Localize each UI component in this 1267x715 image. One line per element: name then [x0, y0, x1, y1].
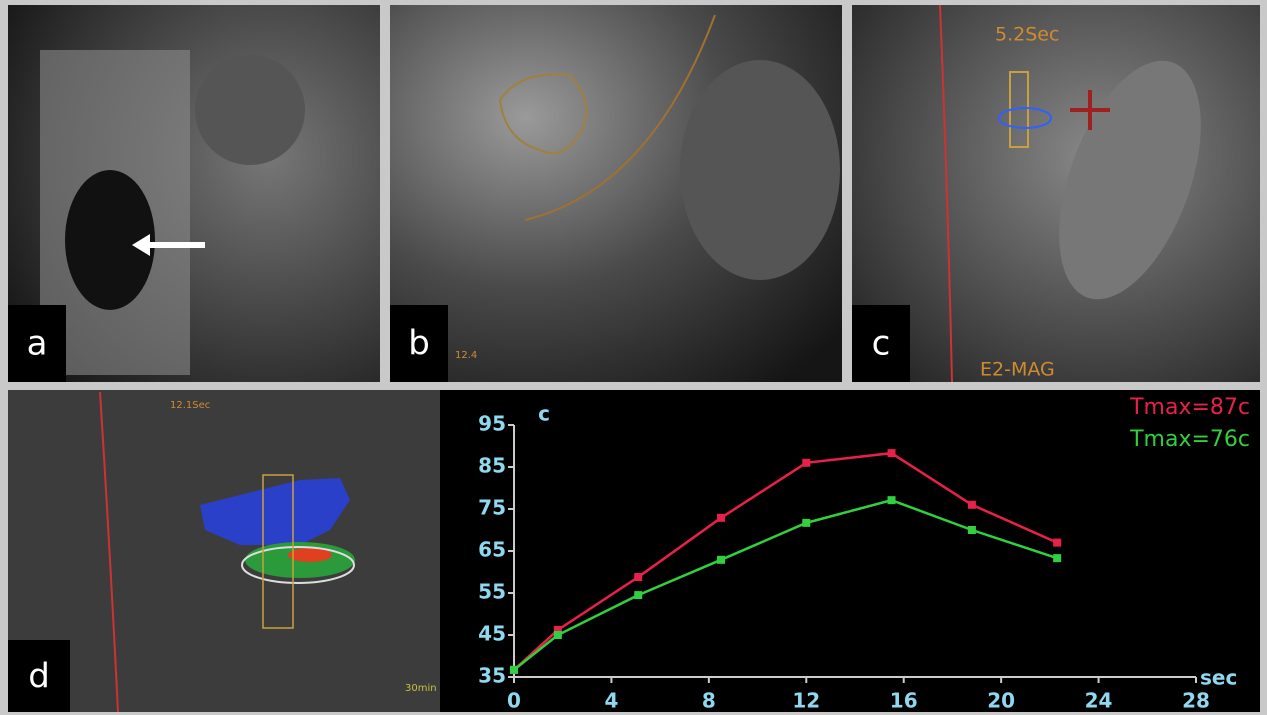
y-axis-label: c: [538, 402, 550, 426]
image-region: [680, 60, 840, 280]
panel-a: a: [8, 5, 380, 382]
panel-d: 12.1Sec 30min d: [8, 390, 1260, 712]
overlay-text: 12.4: [455, 350, 477, 361]
panel-c: 5.2Sec E2-MAG c: [852, 5, 1260, 382]
y-tick-label: 55: [478, 580, 506, 604]
overlay-text: E2-MAG: [980, 359, 1055, 381]
data-point: [802, 459, 810, 467]
data-point: [717, 514, 725, 522]
y-tick-label: 45: [478, 622, 506, 646]
data-point: [968, 526, 976, 534]
x-tick-label: 8: [702, 689, 716, 713]
legend-entry: Tmax=76c: [1129, 427, 1250, 452]
panel-label: b: [408, 324, 430, 364]
x-tick-label: 0: [507, 689, 521, 713]
data-point: [717, 556, 725, 564]
panel-label: d: [28, 657, 50, 697]
x-tick-label: 16: [890, 689, 918, 713]
data-point: [1053, 554, 1061, 562]
panel-label: a: [27, 324, 48, 364]
x-tick-label: 28: [1182, 689, 1210, 713]
panel-b: b 12.4: [390, 5, 842, 382]
x-axis-label: sec: [1200, 666, 1237, 690]
panel-label: c: [872, 324, 891, 364]
data-point: [888, 449, 896, 457]
image-region: [195, 55, 305, 165]
mri-image: [852, 5, 1260, 382]
y-tick-label: 35: [478, 664, 506, 688]
data-point: [634, 573, 642, 581]
data-point: [1053, 539, 1061, 547]
data-point: [554, 631, 562, 639]
data-point: [968, 501, 976, 509]
overlay-text: 12.1Sec: [170, 400, 210, 411]
y-tick-label: 75: [478, 496, 506, 520]
figure: a b 12.4 5.2Sec E2-MAG c 12.1Sec 30min d…: [0, 0, 1267, 715]
data-point: [634, 591, 642, 599]
y-tick-label: 85: [478, 454, 506, 478]
overlay-text: 30min: [405, 683, 437, 694]
overlay-text: 5.2Sec: [995, 24, 1059, 46]
y-tick-label: 95: [478, 412, 506, 436]
x-tick-label: 20: [987, 689, 1015, 713]
data-point: [802, 519, 810, 527]
x-tick-label: 4: [604, 689, 618, 713]
legend-entry: Tmax=87c: [1129, 395, 1250, 420]
data-point: [510, 666, 518, 674]
data-point: [888, 496, 896, 504]
x-tick-label: 12: [792, 689, 820, 713]
mri-image: [8, 390, 440, 712]
x-tick-label: 24: [1085, 689, 1113, 713]
y-tick-label: 65: [478, 538, 506, 562]
